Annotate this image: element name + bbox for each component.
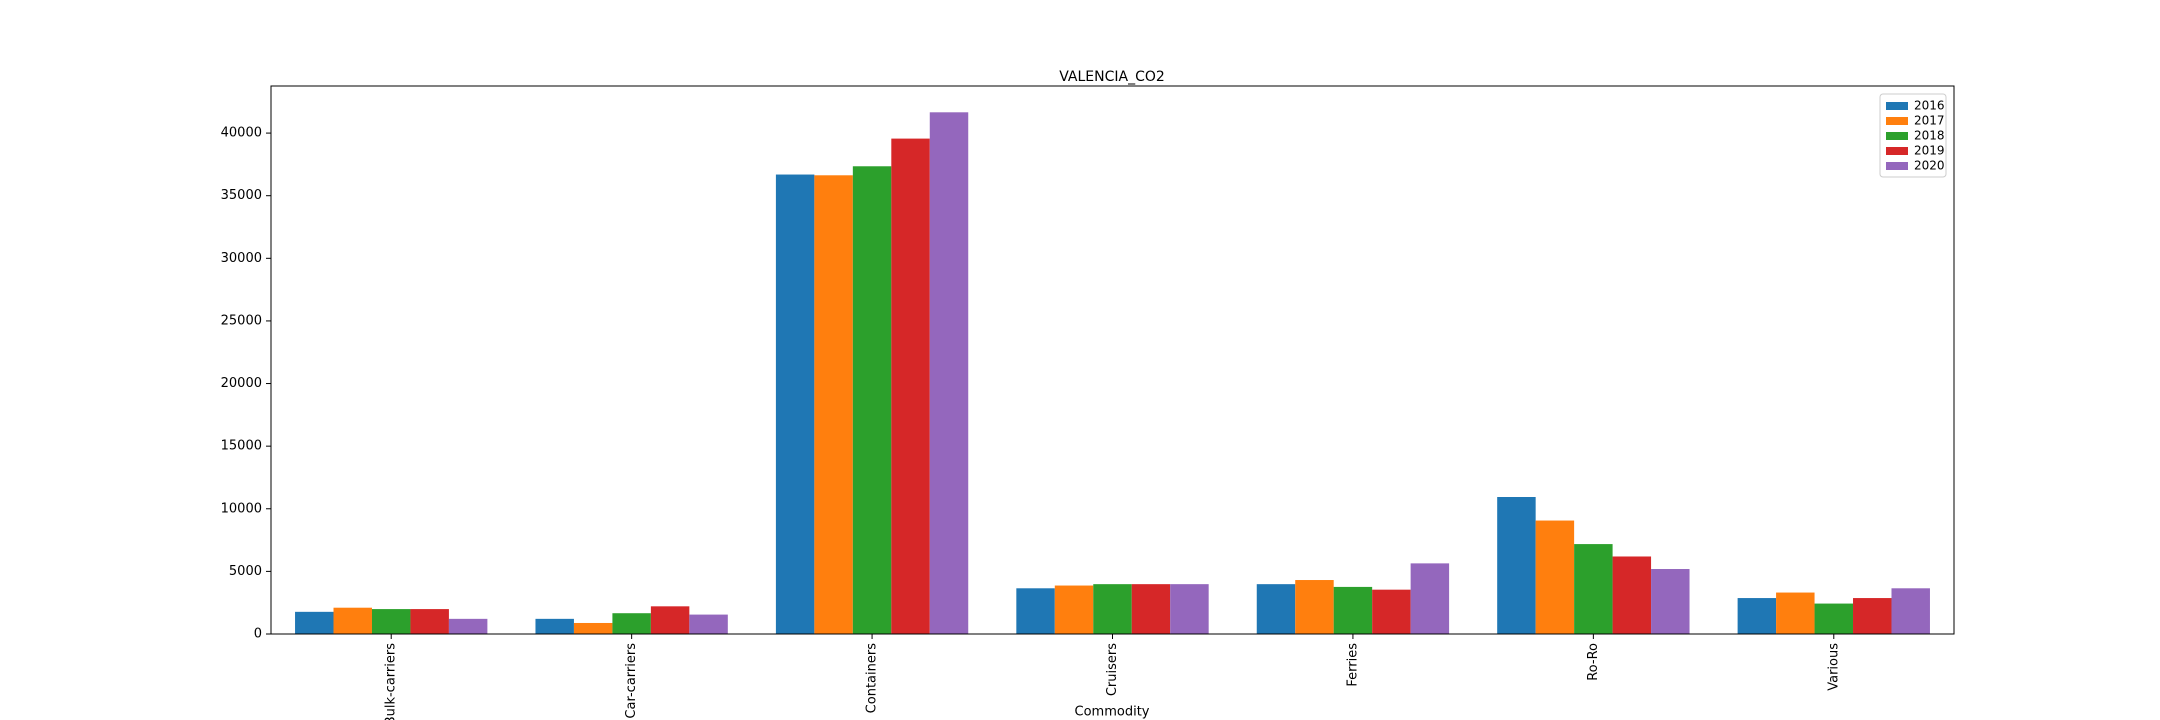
bar	[1497, 497, 1536, 634]
legend-label: 2019	[1914, 144, 1945, 158]
bar	[929, 112, 969, 635]
bar	[295, 611, 334, 634]
bar	[814, 175, 853, 634]
x-tick-label: Various	[1826, 643, 1841, 691]
bar	[410, 609, 449, 634]
bar	[1612, 556, 1652, 634]
bar	[1372, 589, 1411, 634]
legend-swatch	[1886, 147, 1908, 155]
legend-label: 2016	[1914, 99, 1945, 113]
axes-frame	[270, 85, 1955, 635]
y-tick-label: 25000	[221, 313, 262, 328]
y-tick-label: 35000	[221, 188, 262, 203]
y-tick-label: 5000	[229, 564, 262, 579]
bar	[535, 618, 574, 634]
x-tick-label: Ro-Ro	[1586, 643, 1601, 681]
x-tick-label: Car-carriers	[624, 643, 639, 719]
bar	[1054, 585, 1094, 634]
bar	[1333, 586, 1373, 634]
legend-swatch	[1886, 162, 1908, 170]
bar	[1093, 584, 1132, 634]
bar	[1016, 588, 1055, 634]
chart-title: VALENCIA_CO2	[1059, 69, 1165, 85]
bar	[1814, 603, 1854, 634]
y-tick-label: 20000	[221, 376, 262, 391]
bar	[1131, 584, 1171, 634]
y-tick-label: 15000	[221, 439, 262, 454]
bar	[1535, 520, 1575, 634]
x-tick-label: Cruisers	[1105, 643, 1120, 696]
bar	[612, 613, 651, 634]
bar	[1853, 598, 1892, 634]
bar	[650, 606, 690, 634]
bar	[573, 622, 613, 634]
bar	[333, 607, 372, 634]
bar	[1776, 592, 1815, 634]
y-tick-label: 40000	[221, 126, 262, 141]
bar	[1256, 584, 1296, 634]
bar	[775, 174, 815, 634]
bar	[689, 614, 728, 634]
legend-label: 2017	[1914, 114, 1945, 128]
y-tick-label: 30000	[221, 251, 262, 266]
legend-box	[1879, 93, 1947, 178]
bar	[1737, 598, 1777, 634]
legend-swatch	[1886, 132, 1908, 140]
x-tick-label: Containers	[865, 643, 880, 714]
bar	[1170, 584, 1209, 634]
y-tick-label: 0	[254, 627, 262, 642]
bar	[1574, 544, 1613, 634]
legend-label: 2018	[1914, 129, 1945, 143]
legend-swatch	[1886, 102, 1908, 110]
y-tick-label: 10000	[221, 501, 262, 516]
x-tick-label: Bulk-carriers	[384, 643, 399, 720]
x-axis-label: Commodity	[1075, 705, 1150, 720]
bar	[448, 618, 488, 634]
legend-swatch	[1886, 117, 1908, 125]
bar	[1651, 569, 1690, 634]
legend-label: 2020	[1914, 159, 1945, 173]
bar	[891, 138, 930, 634]
bar	[1295, 580, 1334, 634]
bar	[852, 166, 892, 634]
bar	[371, 609, 411, 634]
bar	[1410, 563, 1450, 634]
bar	[1891, 588, 1930, 634]
x-tick-label: Ferries	[1345, 643, 1360, 687]
